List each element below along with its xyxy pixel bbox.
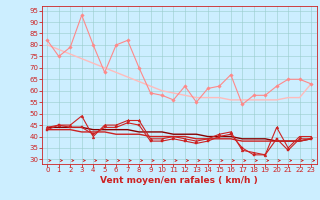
X-axis label: Vent moyen/en rafales ( km/h ): Vent moyen/en rafales ( km/h ) [100, 176, 258, 185]
